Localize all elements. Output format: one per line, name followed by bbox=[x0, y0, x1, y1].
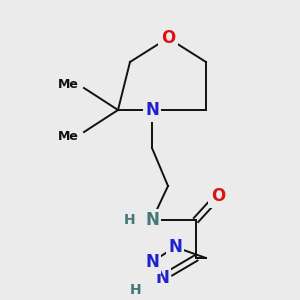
Text: Me: Me bbox=[58, 130, 78, 142]
Text: H: H bbox=[124, 213, 136, 227]
Text: N: N bbox=[168, 238, 182, 256]
Text: Me: Me bbox=[58, 77, 78, 91]
Text: O: O bbox=[211, 187, 225, 205]
Text: N: N bbox=[145, 211, 159, 229]
Text: N: N bbox=[155, 269, 169, 287]
Text: N: N bbox=[145, 101, 159, 119]
Text: N: N bbox=[145, 253, 159, 271]
Text: O: O bbox=[161, 29, 175, 47]
Text: H: H bbox=[130, 283, 142, 297]
